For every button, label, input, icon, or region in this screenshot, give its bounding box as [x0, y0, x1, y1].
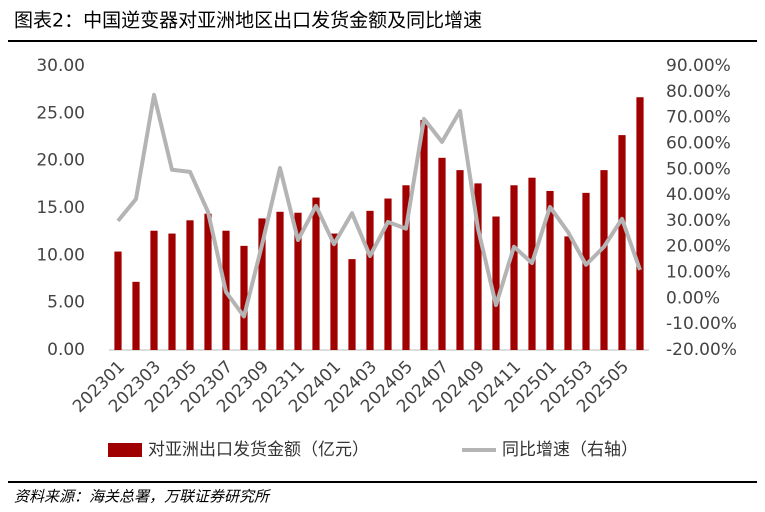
bar — [510, 185, 518, 350]
line — [116, 92, 642, 319]
bar — [348, 259, 356, 350]
legend-label: 对亚洲出口发货金额（亿元） — [148, 440, 369, 460]
y2-tick-label: 60.00% — [666, 133, 731, 153]
bar — [618, 135, 626, 350]
bar — [456, 170, 464, 350]
bar — [402, 185, 410, 350]
y-tick-label: 0.00 — [47, 340, 85, 360]
y2-tick-label: 70.00% — [666, 108, 731, 128]
y-tick-label: 25.00 — [36, 103, 85, 123]
y2-tick-label: 80.00% — [666, 82, 731, 102]
bar — [186, 220, 194, 350]
y2-tick-label: 10.00% — [666, 263, 731, 283]
legend-swatch — [108, 443, 142, 457]
source: 资料来源：海关总署，万联证券研究所 — [14, 488, 271, 506]
bar — [384, 198, 392, 350]
y2-tick-label: 50.00% — [666, 159, 731, 179]
bar — [582, 192, 590, 350]
bar — [168, 233, 176, 350]
bar — [150, 230, 158, 350]
bar — [474, 183, 482, 350]
y2-tick-label: 40.00% — [666, 185, 731, 205]
y-tick-label: 15.00 — [36, 198, 85, 218]
legend-label: 同比增速（右轴） — [502, 440, 638, 460]
y-tick-label: 5.00 — [47, 293, 85, 313]
bar — [240, 245, 248, 350]
bar — [366, 210, 374, 350]
bar — [258, 218, 266, 350]
y-tick-label: 10.00 — [36, 245, 85, 265]
y-tick-label: 30.00 — [36, 56, 85, 76]
bar — [438, 157, 446, 350]
bar — [420, 119, 428, 351]
y2-tick-label: 30.00% — [666, 211, 731, 231]
chart-title: 图表2：中国逆变器对亚洲地区出口发货金额及同比增速 — [14, 10, 482, 32]
y2-tick-label: 20.00% — [666, 237, 731, 257]
y2-tick-label: -10.00% — [666, 314, 737, 334]
bar — [564, 236, 572, 350]
y2-tick-label: 0.00% — [666, 288, 720, 308]
y2-tick-label: -20.00% — [666, 340, 737, 360]
bar — [636, 97, 644, 351]
bar — [600, 170, 608, 350]
bar — [276, 211, 284, 350]
bar — [546, 190, 554, 350]
bar — [330, 233, 338, 350]
bar — [132, 281, 140, 350]
y2-tick-label: 90.00% — [666, 56, 731, 76]
bar — [204, 213, 212, 350]
y-tick-label: 20.00 — [36, 151, 85, 171]
bar — [294, 212, 302, 350]
bar — [312, 197, 320, 350]
bar — [114, 251, 122, 350]
bar — [492, 216, 500, 350]
